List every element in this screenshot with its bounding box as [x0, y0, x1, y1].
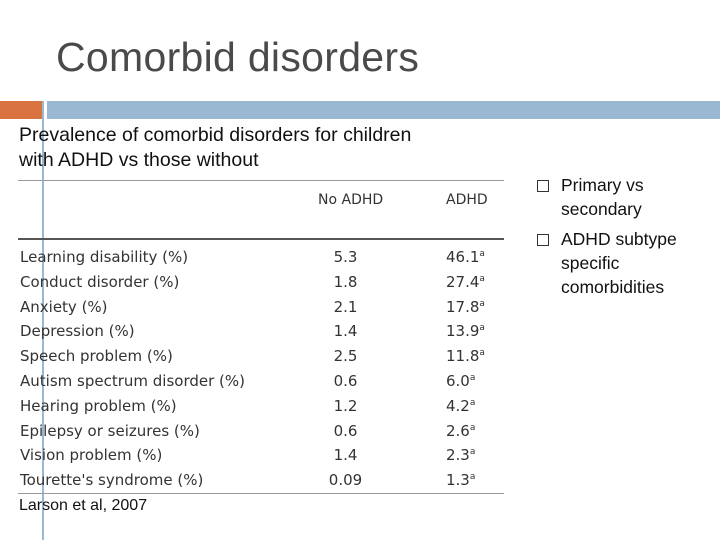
- square-bullet-icon: [537, 180, 549, 192]
- adhd-value: 11.8: [446, 347, 480, 366]
- table-row: Anxiety (%) 2.1 17.8a: [18, 296, 504, 321]
- header-adhd: ADHD: [446, 192, 488, 208]
- table-row: Conduct disorder (%) 1.8 27.4a: [18, 271, 504, 296]
- accent-bar-orange: [0, 101, 42, 119]
- no-adhd-value: 2.1: [333, 297, 358, 316]
- bullet-text: ADHD subtype specific comorbidities: [561, 229, 677, 297]
- adhd-value: 1.3: [446, 471, 470, 490]
- significance-mark: a: [479, 273, 485, 284]
- bullet-text: Primary vs secondary: [561, 175, 644, 219]
- bullet-item: ADHD subtype specific comorbidities: [535, 227, 715, 299]
- table-row: Hearing problem (%) 1.2 4.2a: [18, 395, 504, 420]
- condition-label: Epilepsy or seizures (%): [20, 421, 200, 440]
- comorbidity-table: No ADHD ADHD Learning disability (%) 5.3 4…: [18, 180, 504, 494]
- adhd-cell: 13.9a: [446, 322, 485, 340]
- condition-label: Tourette's syndrome (%): [20, 471, 204, 490]
- no-adhd-value: 1.4: [333, 446, 358, 465]
- table-row: Epilepsy or seizures (%) 0.6 2.6a: [18, 420, 504, 445]
- no-adhd-value: 1.4: [333, 322, 358, 341]
- table-row: Autism spectrum disorder (%) 0.6 6.0a: [18, 370, 504, 395]
- no-adhd-value: 0.09: [328, 471, 363, 490]
- adhd-value: 4.2: [446, 396, 470, 415]
- table-row: Vision problem (%) 1.4 2.3a: [18, 444, 504, 469]
- adhd-cell: 46.1a: [446, 248, 485, 266]
- table-body: Learning disability (%) 5.3 46.1a Conduct d…: [18, 246, 504, 494]
- table-row: Speech problem (%) 2.5 11.8a: [18, 345, 504, 370]
- bullet-list: Primary vs secondary ADHD subtype specif…: [535, 173, 715, 305]
- condition-label: Speech problem (%): [20, 347, 173, 366]
- no-adhd-value: 2.5: [333, 347, 358, 366]
- adhd-value: 2.6: [446, 421, 470, 440]
- significance-mark: a: [479, 298, 485, 309]
- condition-label: Anxiety (%): [20, 297, 108, 316]
- no-adhd-value: 1.2: [333, 396, 358, 415]
- adhd-cell: 4.2a: [446, 397, 475, 415]
- adhd-value: 17.8: [446, 297, 480, 316]
- adhd-value: 27.4: [446, 272, 480, 291]
- adhd-cell: 6.0a: [446, 372, 475, 390]
- table-row: Depression (%) 1.4 13.9a: [18, 320, 504, 345]
- significance-mark: a: [469, 472, 476, 483]
- no-adhd-value: 5.3: [333, 248, 358, 266]
- adhd-value: 2.3: [446, 446, 470, 465]
- adhd-value: 13.9: [446, 322, 480, 341]
- table-row: Learning disability (%) 5.3 46.1a: [18, 246, 504, 271]
- adhd-cell: 2.3a: [446, 446, 475, 464]
- condition-label: Autism spectrum disorder (%): [20, 371, 245, 390]
- accent-bar-blue: [47, 101, 720, 119]
- table-header-rule: [18, 238, 504, 240]
- no-adhd-value: 0.6: [333, 421, 358, 440]
- significance-mark: a: [469, 447, 476, 458]
- condition-label: Hearing problem (%): [20, 396, 177, 415]
- no-adhd-value: 1.8: [333, 272, 358, 291]
- adhd-cell: 2.6a: [446, 422, 475, 440]
- accent-vertical-line: [42, 101, 44, 540]
- significance-mark: a: [469, 422, 476, 433]
- table-bottom-rule: [18, 493, 504, 494]
- adhd-value: 46.1: [446, 248, 480, 266]
- condition-label: Learning disability (%): [20, 248, 189, 266]
- significance-mark: a: [479, 348, 485, 359]
- adhd-cell: 1.3a: [446, 471, 475, 489]
- adhd-cell: 11.8a: [446, 347, 485, 365]
- no-adhd-value: 0.6: [333, 371, 358, 390]
- square-bullet-icon: [537, 234, 549, 246]
- adhd-cell: 17.8a: [446, 298, 485, 316]
- table-top-rule: [18, 180, 504, 181]
- header-no-adhd: No ADHD: [318, 192, 384, 208]
- slide-title: Comorbid disorders: [56, 34, 420, 80]
- significance-mark: a: [469, 372, 476, 383]
- condition-label: Vision problem (%): [20, 446, 163, 465]
- condition-label: Depression (%): [20, 322, 135, 341]
- table-row: Tourette's syndrome (%) 0.09 1.3a: [18, 469, 504, 494]
- significance-mark: a: [479, 323, 485, 334]
- bullet-item: Primary vs secondary: [535, 173, 715, 221]
- significance-mark: a: [469, 397, 476, 408]
- condition-label: Conduct disorder (%): [20, 272, 180, 291]
- adhd-value: 6.0: [446, 371, 470, 390]
- significance-mark: a: [479, 249, 485, 259]
- source-citation: Larson et al, 2007: [19, 497, 148, 514]
- table-caption: Prevalence of comorbid disorders for chi…: [19, 124, 412, 171]
- adhd-cell: 27.4a: [446, 273, 485, 291]
